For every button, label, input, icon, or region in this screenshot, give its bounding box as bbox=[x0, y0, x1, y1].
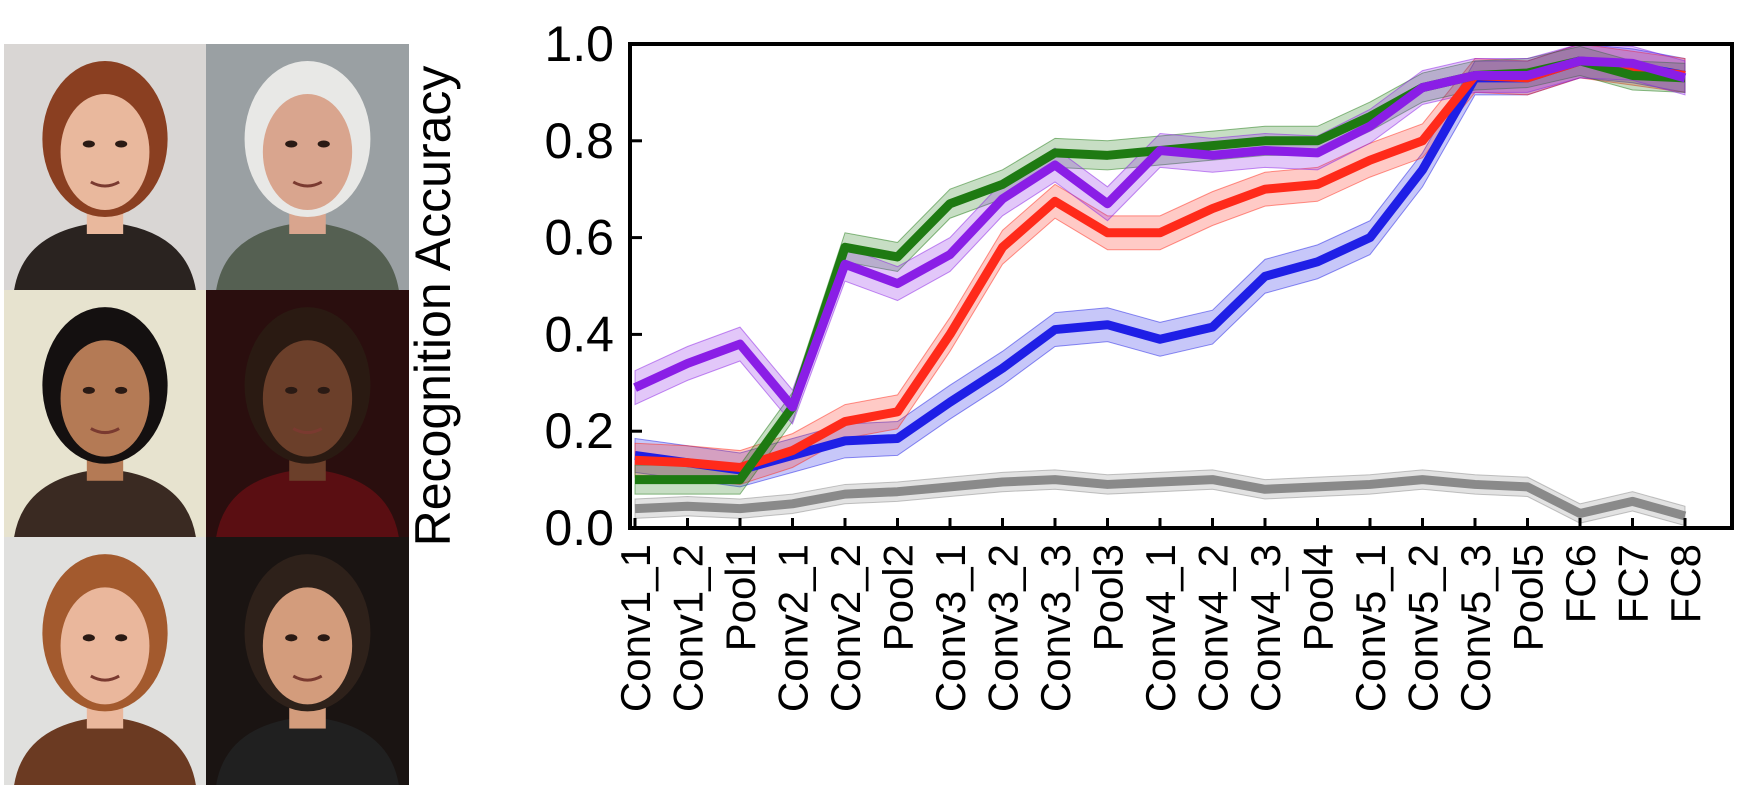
y-tick-label: 0.4 bbox=[544, 306, 614, 362]
y-tick-label: 1.0 bbox=[544, 16, 614, 72]
shoulders bbox=[216, 468, 399, 537]
eye bbox=[317, 634, 330, 642]
eye bbox=[285, 634, 298, 642]
face bbox=[60, 587, 150, 705]
eye bbox=[285, 140, 298, 148]
shoulders bbox=[14, 468, 196, 537]
x-tick-label: Conv1_1 bbox=[612, 544, 659, 712]
y-tick-label: 0.6 bbox=[544, 210, 614, 266]
shoulders bbox=[216, 222, 399, 290]
face-man-bald bbox=[206, 290, 409, 537]
eye bbox=[317, 386, 330, 394]
x-tick-label: Pool2 bbox=[875, 544, 922, 651]
eye bbox=[317, 140, 330, 148]
y-axis-label: Recognition Accuracy bbox=[410, 66, 461, 547]
face bbox=[262, 587, 353, 705]
mouth bbox=[90, 427, 120, 435]
x-tick-label: Pool5 bbox=[1505, 544, 1552, 651]
x-tick-label: Conv4_3 bbox=[1242, 544, 1289, 712]
x-tick-label: Conv4_2 bbox=[1190, 544, 1237, 712]
x-tick-label: Conv3_3 bbox=[1032, 544, 1079, 712]
y-tick-label: 0.2 bbox=[544, 403, 614, 459]
recognition-accuracy-chart: 0.00.20.40.60.81.0 Conv1_1 Conv1_2 Pool1 Co… bbox=[410, 16, 1734, 712]
face bbox=[60, 94, 150, 210]
mouth bbox=[292, 674, 323, 682]
x-tick-label: Conv5_3 bbox=[1452, 544, 1499, 712]
eye bbox=[115, 386, 128, 394]
shoulders bbox=[14, 222, 196, 290]
x-tick-label: Conv3_2 bbox=[980, 544, 1027, 712]
mouth bbox=[90, 674, 120, 682]
x-tick-label: Conv2_1 bbox=[770, 544, 817, 712]
eye bbox=[115, 634, 128, 642]
eye bbox=[82, 634, 95, 642]
x-tick-label: Conv2_2 bbox=[822, 544, 869, 712]
eye bbox=[115, 140, 128, 148]
face-man-white-hair bbox=[206, 44, 409, 290]
y-tick-label: 0.8 bbox=[544, 113, 614, 169]
x-tick-label: Conv4_1 bbox=[1137, 544, 1184, 712]
face bbox=[262, 94, 353, 210]
x-tick-label: FC6 bbox=[1557, 544, 1604, 623]
y-tick-label: 0.0 bbox=[544, 500, 614, 556]
mouth bbox=[90, 180, 120, 188]
x-tick-label: Conv3_1 bbox=[927, 544, 974, 712]
eye bbox=[82, 386, 95, 394]
mouth bbox=[292, 180, 323, 188]
x-tick-label: Pool4 bbox=[1295, 544, 1342, 651]
x-tick-label: Conv1_2 bbox=[665, 544, 712, 712]
x-tick-label: FC8 bbox=[1662, 544, 1709, 623]
face bbox=[262, 340, 353, 457]
x-tick-label: FC7 bbox=[1610, 544, 1657, 623]
face-woman-smiling bbox=[4, 537, 206, 785]
face-image-grid bbox=[4, 44, 409, 785]
shoulders bbox=[14, 716, 196, 785]
x-tick-label: Conv5_2 bbox=[1400, 544, 1447, 712]
y-axis: 0.0 0.2 0.4 0.6 0.8 1.0 bbox=[544, 16, 642, 556]
x-tick-label: Pool3 bbox=[1085, 544, 1132, 651]
plot-frame bbox=[628, 42, 1734, 530]
x-axis: Conv1_1 Conv1_2 Pool1 Conv2_1 Conv2_2 Pool2 Co… bbox=[612, 518, 1709, 712]
eye bbox=[285, 386, 298, 394]
series-lines bbox=[633, 56, 1687, 521]
mouth bbox=[292, 427, 323, 435]
x-tick-label: Pool1 bbox=[717, 544, 764, 651]
face-woman-curly-hair bbox=[4, 290, 206, 537]
face bbox=[60, 340, 150, 457]
x-tick-label: Conv5_1 bbox=[1347, 544, 1394, 712]
series-band-3 bbox=[634, 45, 1686, 495]
shoulders bbox=[216, 716, 399, 785]
face-woman-auburn-hair bbox=[4, 44, 206, 290]
eye bbox=[82, 140, 95, 148]
face-man-dark-hair bbox=[206, 537, 409, 785]
